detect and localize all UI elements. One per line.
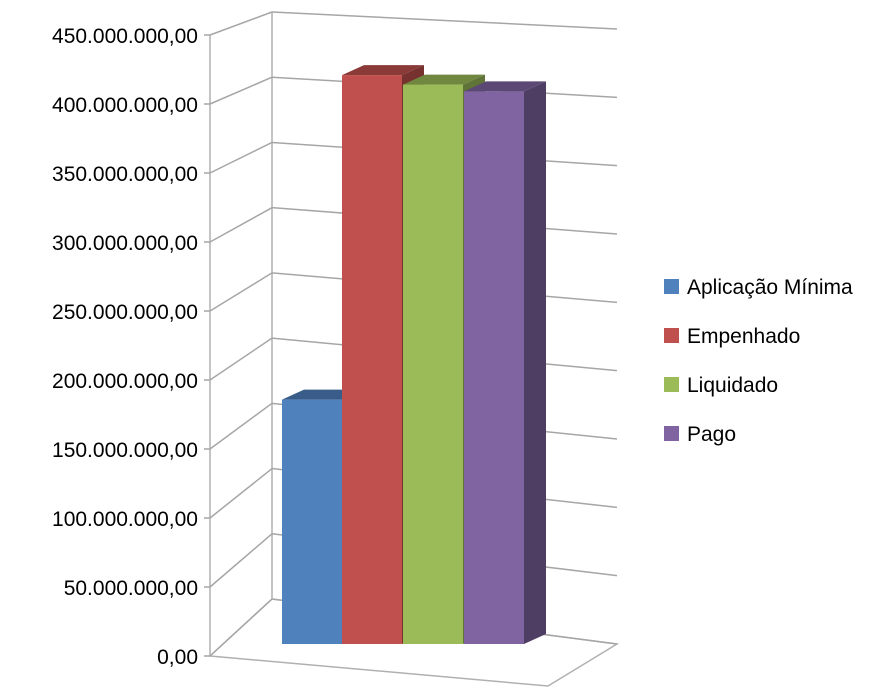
y-tick-label: 300.000.000,00 <box>52 232 198 255</box>
legend-swatch <box>664 377 679 392</box>
legend-item: Pago <box>664 423 736 446</box>
y-tick-label: 450.000.000,00 <box>52 25 198 48</box>
gridline-left <box>209 337 273 381</box>
y-tick-label: 50.000.000,00 <box>64 577 198 600</box>
y-tick-label: 250.000.000,00 <box>52 301 198 324</box>
bar-top <box>403 74 485 85</box>
bars <box>282 65 546 644</box>
y-tick-label: 150.000.000,00 <box>52 439 198 462</box>
y-axis-tick-labels: 0,00 50.000.000,00 100.000.000,00 150.000.0… <box>52 25 198 669</box>
gridline-left <box>209 11 273 36</box>
legend-swatch <box>664 328 679 343</box>
y-tick-label: 350.000.000,00 <box>52 163 198 186</box>
gridline-back <box>271 11 618 30</box>
legend-item: Liquidado <box>664 374 778 397</box>
y-tick-label: 200.000.000,00 <box>52 370 198 393</box>
legend-label: Liquidado <box>687 374 778 397</box>
bar-front <box>342 75 402 644</box>
bar-top <box>464 81 546 92</box>
legend-label: Empenhado <box>687 325 800 348</box>
y-tick-label: 400.000.000,00 <box>52 94 198 117</box>
gridline-left <box>209 467 273 519</box>
gridline-left <box>209 402 273 450</box>
bar-top <box>342 65 424 76</box>
gridline-left <box>209 533 273 588</box>
gridline-left <box>209 76 273 105</box>
bar-side <box>524 81 546 644</box>
bar-pago <box>464 81 546 644</box>
gridline-left <box>209 141 273 174</box>
legend-swatch <box>664 279 679 294</box>
y-tick-label: 100.000.000,00 <box>52 508 198 531</box>
legend: Aplicação Mínima Empenhado Liquidado Pago <box>664 276 853 446</box>
gridline-left <box>209 207 273 243</box>
y-tick-label: 0,00 <box>157 646 198 669</box>
legend-label: Pago <box>687 423 736 446</box>
gridline-left <box>209 272 273 312</box>
bar-front <box>282 399 342 644</box>
legend-label: Aplicação Mínima <box>687 276 853 299</box>
legend-swatch <box>664 426 679 441</box>
legend-item: Empenhado <box>664 325 800 348</box>
gridline-left <box>209 598 273 657</box>
bar-front <box>464 91 524 644</box>
bar-front <box>403 84 463 644</box>
legend-item: Aplicação Mínima <box>664 276 853 299</box>
